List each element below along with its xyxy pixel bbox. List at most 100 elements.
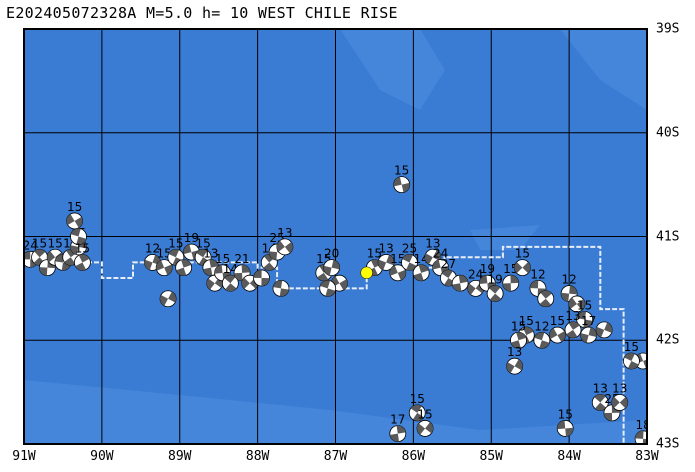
focal-mechanism[interactable]: 15: [549, 314, 566, 344]
depth-label: 15: [511, 319, 526, 333]
depth-label: 12: [561, 273, 576, 287]
focal-mechanism[interactable]: 17: [580, 314, 597, 344]
focal-mechanism[interactable]: 19: [486, 273, 504, 302]
focal-mechanism[interactable]: 15: [389, 252, 407, 282]
compressional-quadrant: [47, 251, 56, 263]
focal-mechanism[interactable]: 15: [74, 241, 91, 271]
depth-label: 15: [75, 241, 90, 255]
latitude-label: 42S: [656, 332, 680, 348]
shallow-seafloor: [470, 225, 540, 250]
depth-label: 19: [184, 231, 199, 245]
focal-mechanism[interactable]: [253, 269, 270, 287]
compressional-quadrant: [452, 283, 462, 292]
compressional-quadrant: [596, 326, 605, 338]
compressional-quadrant: [510, 340, 521, 349]
compressional-quadrant: [389, 265, 398, 276]
focal-mechanism[interactable]: 13: [611, 382, 629, 411]
compressional-quadrant: [522, 327, 534, 336]
compressional-quadrant: [168, 249, 180, 258]
depth-label: 24: [23, 238, 38, 252]
compressional-quadrant: [241, 277, 250, 289]
focal-mechanism[interactable]: 15: [167, 236, 185, 266]
compressional-quadrant: [325, 288, 336, 297]
focal-mechanism[interactable]: 13: [377, 241, 395, 271]
focal-mechanism[interactable]: 13: [424, 236, 442, 266]
focal-mechanism[interactable]: 13: [276, 226, 294, 256]
compressional-quadrant: [181, 259, 192, 268]
focal-mechanism[interactable]: 15: [514, 247, 531, 277]
focal-mechanism[interactable]: 15: [66, 200, 84, 230]
latitude-label: 40S: [656, 125, 680, 141]
compressional-quadrant: [206, 278, 215, 290]
depth-label: 15: [394, 164, 409, 178]
compressional-quadrant: [269, 251, 278, 261]
focal-mechanism[interactable]: 13: [564, 309, 582, 339]
focal-mechanism[interactable]: [537, 290, 555, 308]
focal-mechanism[interactable]: [70, 228, 87, 245]
focal-mechanism[interactable]: 13: [591, 382, 609, 411]
depth-label: 13: [277, 226, 292, 240]
focal-mechanism[interactable]: 14: [221, 262, 239, 292]
compressional-quadrant: [624, 352, 635, 361]
latitude-label: 39S: [656, 21, 680, 37]
focal-mechanism[interactable]: 14: [412, 252, 430, 282]
compressional-quadrant: [386, 254, 395, 266]
depth-label: 15: [558, 407, 573, 421]
compressional-quadrant: [24, 251, 31, 260]
compressional-quadrant: [594, 402, 607, 411]
focal-mechanism[interactable]: 15: [576, 299, 594, 328]
focal-mechanism[interactable]: 15: [556, 407, 574, 437]
depth-label: 24: [433, 247, 448, 261]
focal-mechanism[interactable]: 18: [634, 418, 651, 447]
focal-mechanism[interactable]: 25: [401, 241, 418, 271]
focal-mechanism[interactable]: 12: [533, 319, 551, 349]
compressional-quadrant: [396, 425, 406, 434]
compressional-quadrant: [412, 412, 424, 421]
compressional-quadrant: [576, 311, 587, 320]
compressional-quadrant: [144, 259, 153, 270]
compressional-quadrant: [583, 319, 593, 328]
focal-mechanism[interactable]: [272, 279, 290, 297]
focal-mechanism[interactable]: [568, 295, 586, 313]
depth-label: 15: [417, 407, 432, 421]
focal-mechanism[interactable]: [175, 259, 193, 277]
focal-mechanism[interactable]: [319, 279, 337, 297]
depth-label: 17: [390, 413, 405, 427]
depth-label: 13: [507, 345, 522, 359]
longitude-label: 89W: [168, 449, 192, 464]
compressional-quadrant: [506, 362, 515, 374]
focal-mechanism[interactable]: 15: [416, 407, 434, 437]
epicenter-marker[interactable]: [360, 266, 373, 280]
longitude-label: 90W: [90, 449, 114, 464]
compressional-quadrant: [458, 275, 468, 284]
compressional-quadrant: [432, 250, 441, 262]
depth-label: 13: [425, 236, 440, 250]
focal-mechanism[interactable]: [595, 321, 613, 339]
compressional-quadrant: [168, 291, 177, 303]
depth-label: 15: [519, 314, 534, 328]
focal-mechanism[interactable]: 13: [506, 345, 524, 375]
compressional-quadrant: [241, 264, 251, 273]
focal-mechanism[interactable]: 12: [144, 241, 161, 271]
compressional-quadrant: [378, 259, 387, 270]
depth-label: 15: [32, 236, 47, 250]
compressional-quadrant: [565, 427, 574, 437]
depth-label: 13: [593, 382, 608, 396]
focal-mechanism[interactable]: 20: [323, 247, 341, 277]
focal-mechanism[interactable]: 15: [510, 319, 527, 349]
compressional-quadrant: [514, 359, 523, 371]
compressional-quadrant: [534, 332, 545, 341]
focal-mechanism[interactable]: [451, 274, 469, 292]
focal-mechanism[interactable]: 15: [393, 164, 411, 194]
compressional-quadrant: [203, 267, 213, 276]
focal-mechanism[interactable]: [241, 274, 259, 292]
focal-mechanism[interactable]: 24: [467, 267, 485, 297]
depth-label: 15: [215, 252, 230, 266]
focal-mechanism[interactable]: 17: [389, 413, 407, 443]
compressional-quadrant: [401, 182, 410, 193]
focal-mechanism[interactable]: [159, 290, 177, 308]
focal-mechanism[interactable]: 15: [623, 340, 640, 370]
compressional-quadrant: [183, 244, 192, 255]
focal-mechanism[interactable]: 15: [408, 392, 426, 422]
focal-mechanism[interactable]: 19: [183, 231, 200, 261]
